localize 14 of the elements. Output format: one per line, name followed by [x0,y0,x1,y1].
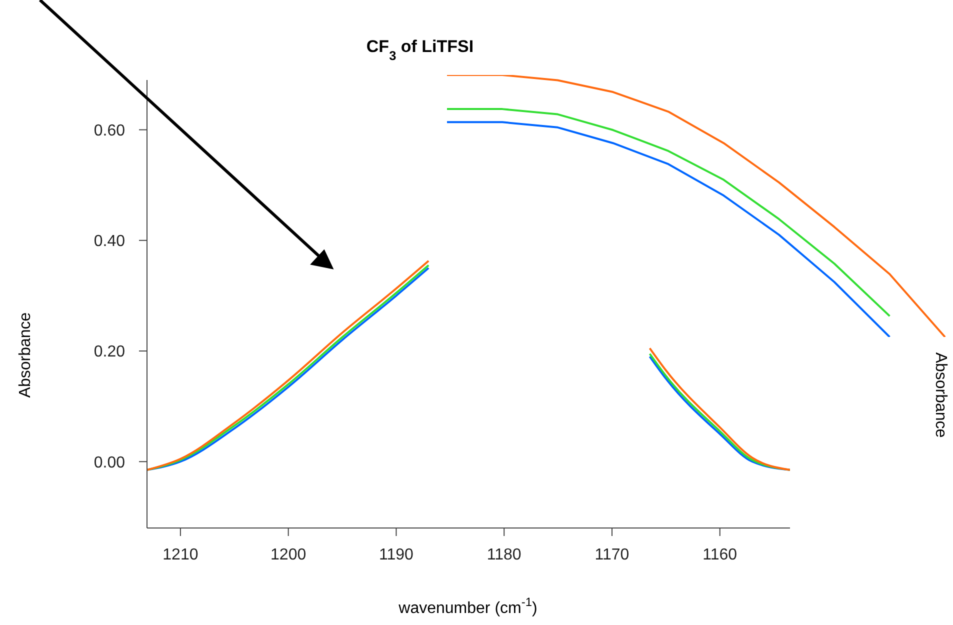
y-axis-title: Absorbance [17,312,34,398]
y-tick-label: 0.60 [94,122,126,140]
x-tick-label: 1200 [270,546,306,564]
x-tick-label: 1190 [379,546,414,564]
chart-title: CF$_{3}$ of LiTFSI [366,37,474,62]
x-tick-label: 1180 [486,546,522,564]
y-tick-label: 0.20 [94,344,126,361]
x-tick-label: 1160 [702,546,738,564]
x-tick-label: 1210 [162,546,198,564]
y-tick-label: 0.00 [94,454,126,472]
x-axis-title: wavenumber (cm$^{-1}$) [398,595,538,617]
y-tick-label: 0.40 [94,233,126,250]
x-tick-label: 1170 [594,546,630,564]
y-axis-title: Absorbance [932,352,949,438]
